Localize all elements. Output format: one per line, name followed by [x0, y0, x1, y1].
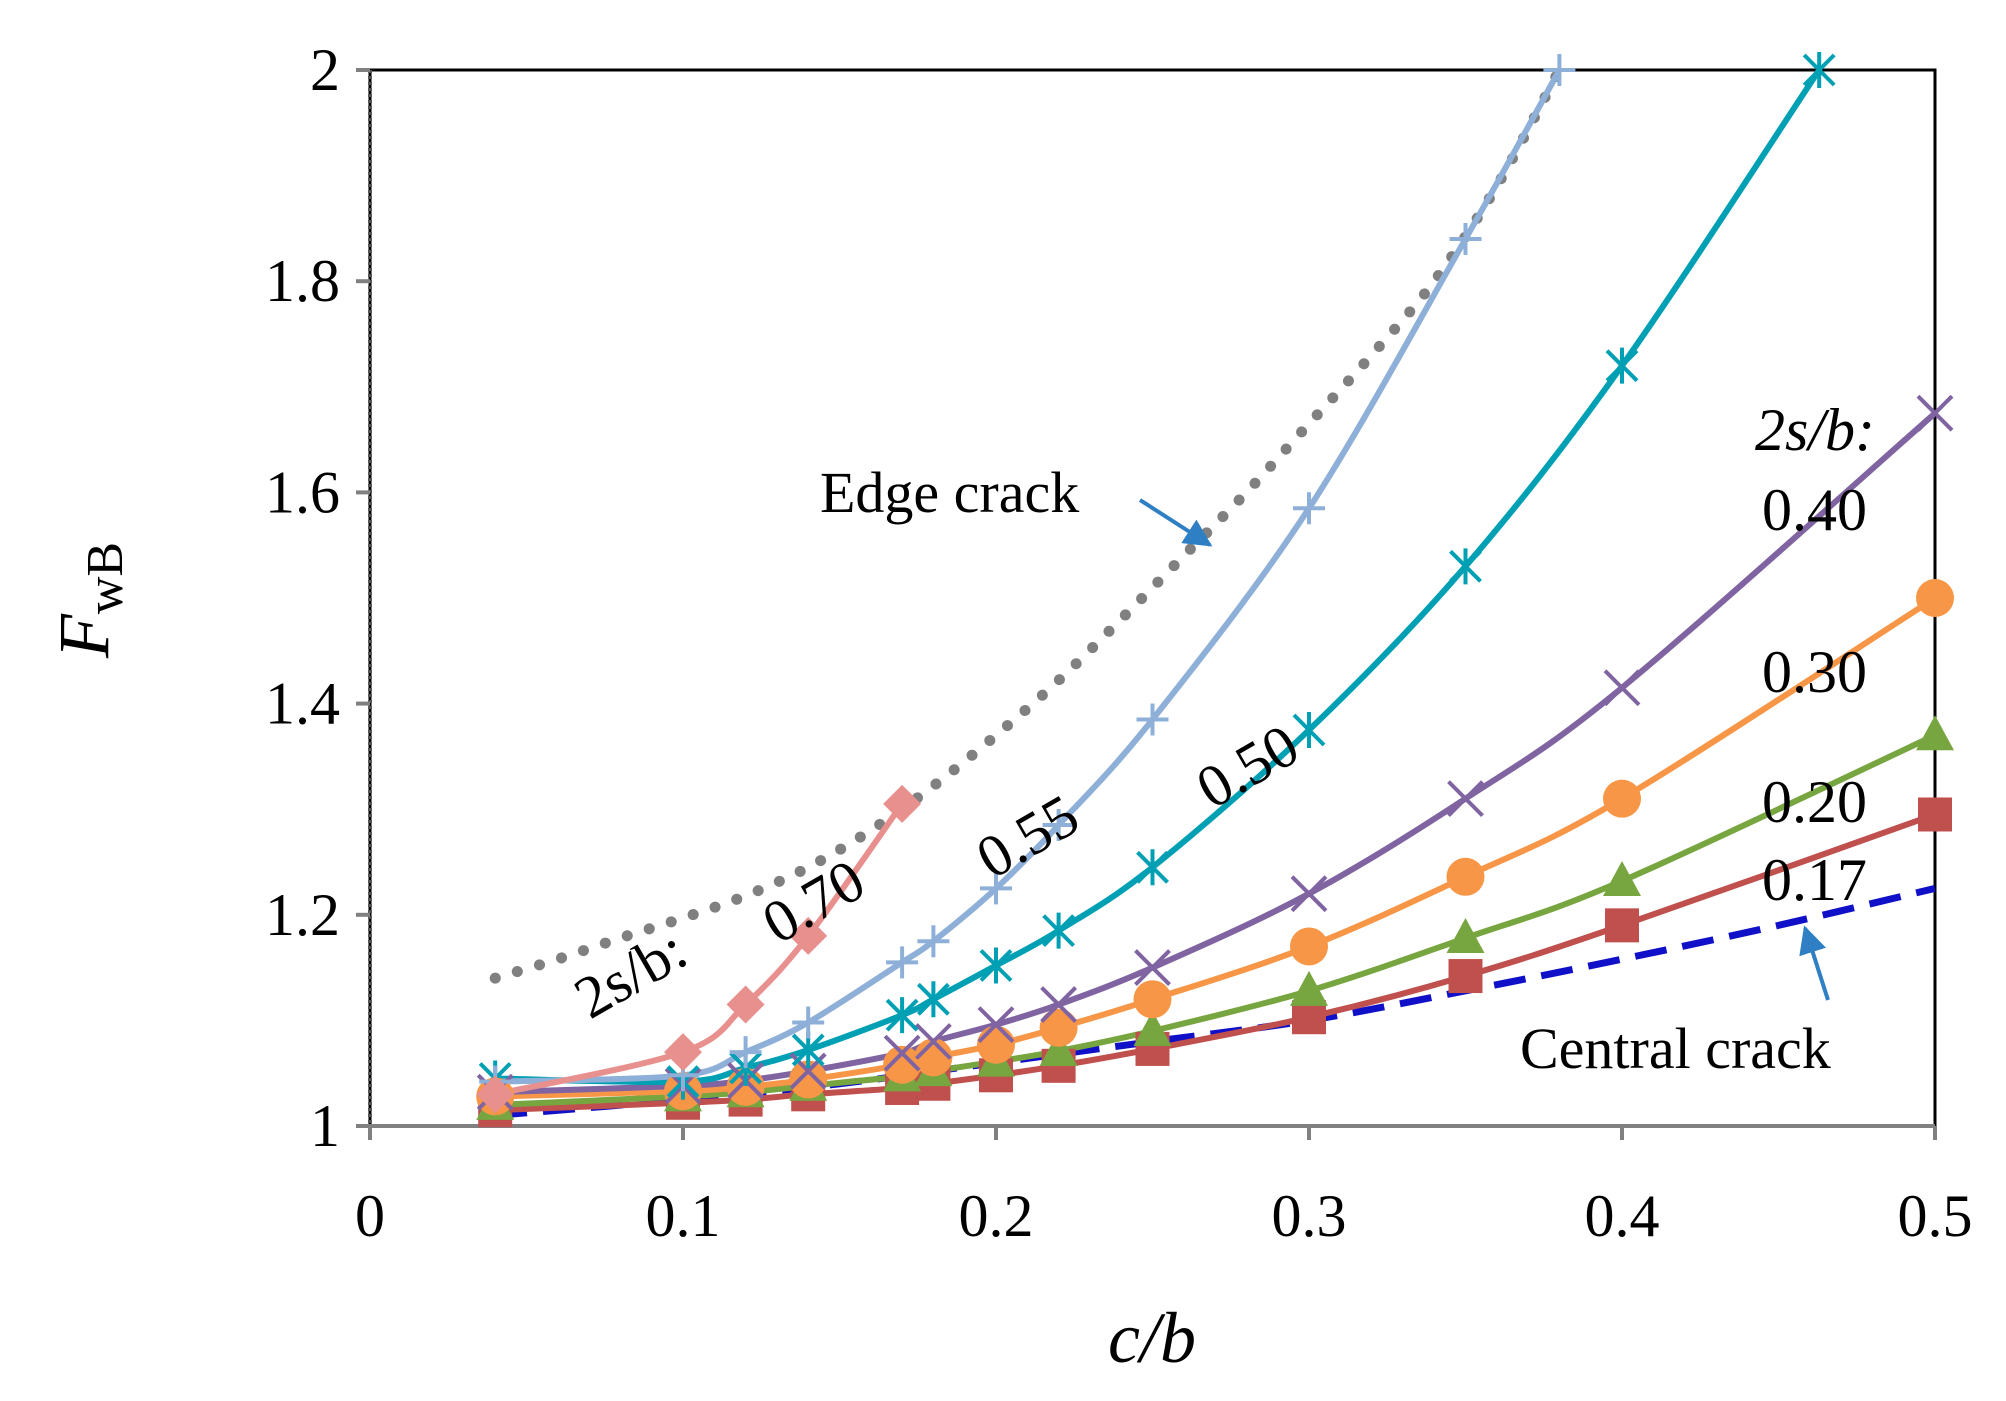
data-point-0-50: [1449, 548, 1482, 585]
data-point-0-30: [1039, 1008, 1078, 1047]
central-crack-label: Central crack: [1520, 1016, 1831, 1081]
label-0-30: 0.30: [1762, 639, 1867, 705]
data-point-0-30: [914, 1038, 953, 1077]
y-tick-label: 2: [310, 37, 340, 103]
data-point-0-30: [1446, 857, 1485, 896]
data-point-0-30: [883, 1045, 922, 1084]
data-point-0-70: [726, 985, 765, 1024]
data-point-0-50: [1605, 347, 1639, 384]
data-point-0-20: [1133, 1010, 1172, 1046]
x-tick-label: 0.5: [1898, 1183, 1973, 1249]
label-0-55: 0.55: [966, 782, 1090, 892]
data-point-0-20: [1916, 715, 1954, 751]
data-point-0-70: [883, 784, 922, 823]
data-point-0-20: [1290, 970, 1328, 1006]
data-point-0-17: [1605, 908, 1639, 943]
data-point-0-50: [979, 947, 1013, 984]
y-tick-label: 1.4: [265, 671, 340, 737]
data-point-0-55: [1042, 809, 1075, 842]
data-point-0-70: [789, 916, 828, 955]
data-point-0-50: [1292, 712, 1326, 748]
data-point-0-50: [916, 981, 950, 1018]
y-tick-label: 1.2: [265, 882, 340, 948]
data-point-0-40: [914, 1023, 952, 1060]
data-point-0-55: [980, 872, 1012, 905]
y-tick-label: 1: [310, 1093, 340, 1159]
data-point-0-20: [1446, 918, 1485, 954]
x-tick-label: 0.4: [1585, 1183, 1660, 1249]
x-tick-label: 0.3: [1272, 1183, 1347, 1249]
data-point-0-40: [1916, 394, 1954, 432]
label-0-17: 0.17: [1762, 847, 1867, 913]
data-point-0-50: [1136, 849, 1169, 886]
data-point-0-55: [792, 1006, 825, 1039]
data-point-0-30: [1916, 579, 1954, 617]
series-line-edge-crack: [489, 70, 1565, 984]
data-point-0-40: [1290, 875, 1328, 913]
x-tick-label: 0.2: [959, 1183, 1034, 1249]
edge-crack-arrow: [1138, 498, 1213, 547]
data-point-0-55: [1543, 54, 1576, 86]
y-axis-title: FwB: [44, 542, 134, 659]
y-axis-title-sub: wB: [77, 542, 134, 614]
markers-layer: [476, 52, 1954, 1128]
data-point-0-55: [886, 946, 919, 979]
label-0-40: 0.40: [1762, 477, 1867, 543]
data-point-0-40: [1040, 986, 1078, 1023]
data-point-0-55: [917, 925, 950, 958]
label-0-20: 0.20: [1762, 769, 1867, 835]
ticks-layer: 0 0.1 0.2 0.3 0.4 0.5 1 1.2 1.4 1.6 1.8 2: [265, 37, 1973, 1249]
legend-title-right: 2s/b:: [1755, 397, 1875, 463]
data-point-0-50: [885, 997, 919, 1034]
y-axis-title-group: FwB: [44, 542, 134, 659]
data-point-0-17: [1292, 1000, 1326, 1035]
data-point-0-50: [1802, 52, 1836, 88]
data-point-0-40: [883, 1034, 921, 1072]
y-tick-label: 1.6: [265, 459, 340, 525]
data-point-0-40: [1447, 780, 1484, 818]
data-point-0-20: [1039, 1031, 1078, 1067]
x-tick-label: 0: [355, 1183, 385, 1249]
y-axis-title-main: F: [44, 613, 124, 659]
data-point-0-40: [1134, 949, 1171, 987]
data-point-0-40: [977, 1006, 1015, 1044]
series-layer: [489, 70, 1935, 1119]
data-point-0-30: [1603, 779, 1641, 818]
data-point-0-30: [789, 1060, 828, 1099]
x-axis-title: c/b: [1108, 1298, 1196, 1378]
central-crack-arrow: [1799, 925, 1830, 1001]
data-point-0-55: [1449, 222, 1482, 255]
data-point-0-40: [1603, 669, 1641, 707]
data-point-0-30: [1133, 980, 1172, 1019]
data-point-0-55: [1293, 492, 1325, 525]
data-point-0-70: [664, 1033, 702, 1072]
x-tick-label: 0.1: [646, 1183, 721, 1249]
data-point-0-30: [1290, 927, 1328, 966]
data-point-0-70: [476, 1075, 515, 1114]
data-point-0-55: [1136, 703, 1169, 736]
data-point-0-20: [1603, 861, 1641, 897]
data-point-0-55: [729, 1036, 762, 1069]
data-point-0-17: [1448, 959, 1483, 994]
label-0-50: 0.50: [1186, 712, 1310, 822]
data-point-0-30: [977, 1025, 1015, 1064]
edge-crack-label: Edge crack: [820, 460, 1079, 525]
y-tick-label: 1.8: [265, 248, 340, 314]
data-point-0-50: [1042, 912, 1076, 949]
data-point-0-17: [1918, 797, 1952, 832]
